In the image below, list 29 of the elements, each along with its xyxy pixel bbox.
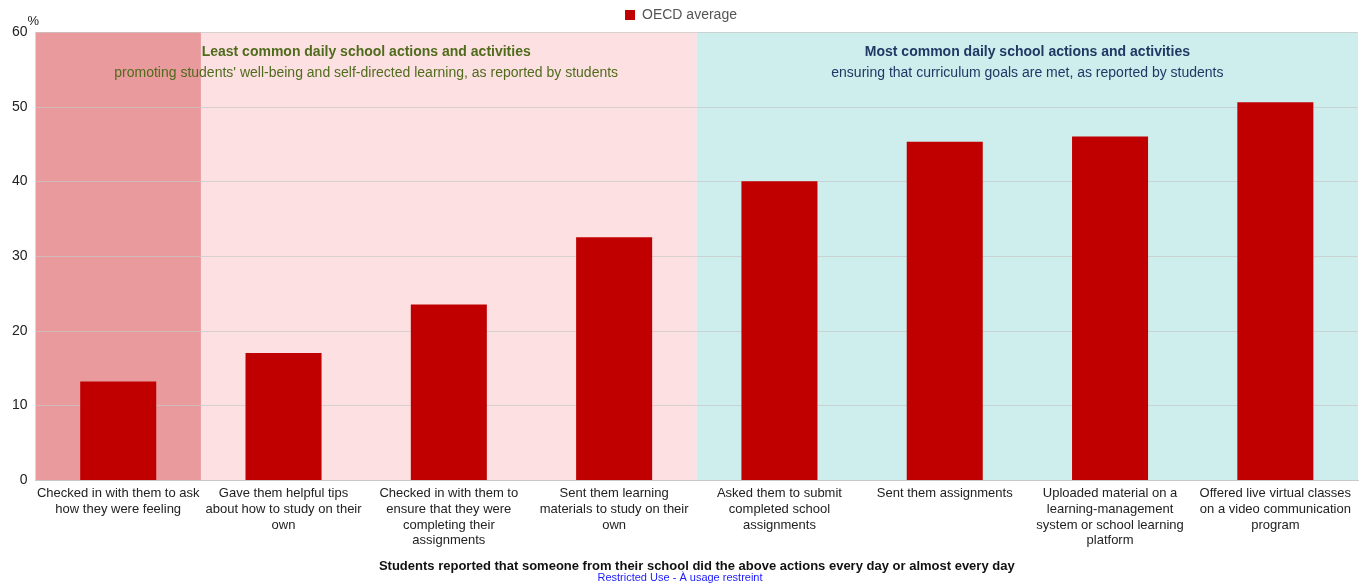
y-tick-label: 60: [11, 22, 28, 39]
x-tick-label: Sent them assignments: [876, 485, 1014, 501]
legend-label: OECD average: [642, 5, 738, 22]
band-label: Most common daily school actions and activities ensuring that curriculum goals are met, as reported by students: [831, 42, 1224, 80]
text: Restricted Use - À usage restreint: [597, 570, 763, 583]
x-tick-label: Uploaded material on a learning-management system or school learning platform: [1036, 485, 1184, 548]
x-axis-title: Students reported that someone from their school did the above actions every day or almost every day: [378, 557, 1016, 573]
x-tick-label: Sent them learning materials to study on their own: [539, 485, 690, 532]
x-tick-label: Asked them to submit completed school assignments: [716, 485, 843, 532]
y-tick-label: 20: [11, 321, 28, 338]
y-tick-label: 30: [11, 246, 28, 263]
bar: [1237, 102, 1314, 480]
y-tick-label: 0: [19, 470, 28, 487]
bar: [741, 181, 818, 480]
y-tick-label: 40: [11, 172, 28, 189]
y-tick-label: 10: [11, 396, 28, 413]
x-tick-label: Offered live virtual classes on a video communication program: [1199, 485, 1352, 532]
band-label: Least common daily school actions and activities promoting students' well-being and self-directed learning, as reported by students: [114, 42, 619, 80]
bar: [80, 381, 157, 480]
bar: [410, 304, 487, 480]
x-tick-label: Gave them helpful tips about how to study on their own: [205, 485, 363, 532]
x-tick-label: Checked in with them to ask how they were feeling: [36, 485, 201, 516]
bar: [245, 353, 322, 480]
bar: [576, 237, 653, 480]
bar: [1072, 136, 1149, 480]
y-axis-title: %: [27, 13, 40, 29]
bar: [906, 141, 983, 480]
x-tick-label: Checked in with them to ensure that they were completing their assignments: [379, 485, 519, 548]
y-tick-label: 50: [11, 97, 28, 114]
